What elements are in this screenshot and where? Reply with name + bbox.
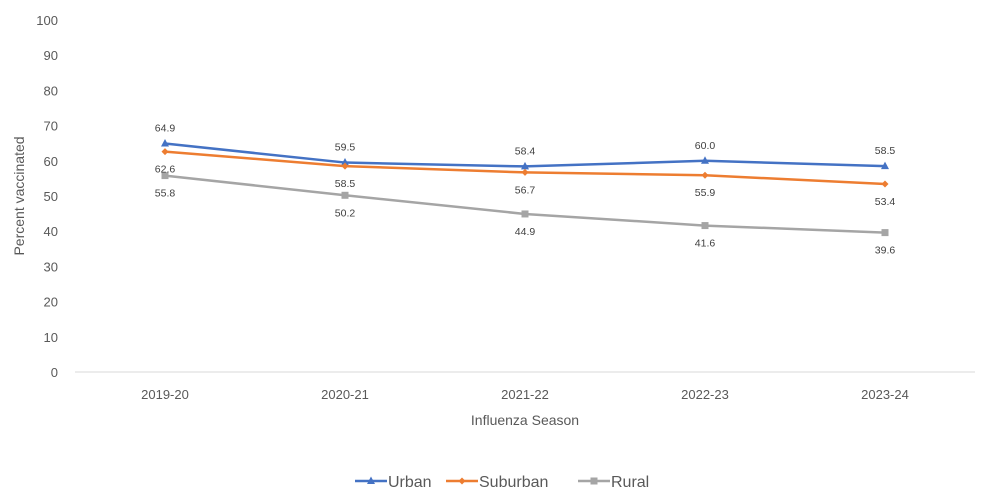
data-point-rural xyxy=(521,210,529,218)
data-label-suburban: 56.7 xyxy=(515,184,536,196)
x-axis-ticks: 2019-20 2020-21 2021-22 2022-23 2023-24 xyxy=(141,387,909,402)
data-point-suburban xyxy=(521,168,529,176)
series-group xyxy=(161,139,889,237)
data-point-urban xyxy=(161,139,169,147)
x-tick-label: 2022-23 xyxy=(681,387,729,402)
data-label-suburban: 55.9 xyxy=(695,187,716,199)
data-point-suburban xyxy=(881,180,889,188)
data-point-rural xyxy=(161,172,169,180)
y-tick-label: 100 xyxy=(36,13,58,28)
y-tick-label: 60 xyxy=(44,154,58,169)
data-label-rural: 41.6 xyxy=(695,238,716,250)
data-label-rural: 50.2 xyxy=(335,207,356,219)
y-tick-label: 70 xyxy=(44,119,58,134)
x-tick-label: 2021-22 xyxy=(501,387,549,402)
y-tick-label: 20 xyxy=(44,295,58,310)
data-point-rural xyxy=(701,222,709,230)
data-labels: 64.9 59.5 58.4 60.0 58.5 62.6 58.5 56.7 55.9 53.4… xyxy=(155,123,896,257)
x-tick-label: 2020-21 xyxy=(321,387,369,402)
y-tick-label: 0 xyxy=(51,365,58,380)
data-label-rural: 39.6 xyxy=(875,245,896,257)
y-tick-label: 30 xyxy=(44,259,58,274)
data-point-urban xyxy=(701,156,709,164)
data-point-rural xyxy=(881,229,889,237)
legend-marker-rural xyxy=(590,477,598,485)
data-label-rural: 55.8 xyxy=(155,188,176,200)
data-label-suburban: 53.4 xyxy=(875,196,896,208)
data-label-suburban: 62.6 xyxy=(155,164,176,176)
y-axis-ticks: 0 10 20 30 40 50 60 70 80 90 100 xyxy=(36,13,58,380)
data-label-urban: 59.5 xyxy=(335,142,356,154)
y-tick-label: 40 xyxy=(44,224,58,239)
data-point-urban xyxy=(341,158,349,166)
legend-label-rural: Rural xyxy=(611,474,649,491)
y-tick-label: 10 xyxy=(44,330,58,345)
data-point-suburban xyxy=(701,171,709,179)
legend-item-suburban: Suburban xyxy=(446,474,548,491)
x-tick-label: 2019-20 xyxy=(141,387,189,402)
data-point-urban xyxy=(881,161,889,170)
y-tick-label: 80 xyxy=(44,83,58,98)
legend-item-urban: Urban xyxy=(355,474,432,491)
data-label-urban: 58.4 xyxy=(515,145,536,157)
data-label-urban: 60.0 xyxy=(695,140,716,152)
legend-marker-urban xyxy=(367,476,375,484)
legend-marker-suburban xyxy=(458,477,466,485)
x-axis-title: Influenza Season xyxy=(471,412,579,428)
legend: Urban Suburban Rural xyxy=(355,474,649,491)
data-point-suburban xyxy=(341,162,349,170)
legend-label-suburban: Suburban xyxy=(479,474,548,491)
legend-item-rural: Rural xyxy=(578,474,649,491)
data-label-rural: 44.9 xyxy=(515,226,536,238)
y-axis-title: Percent vaccinated xyxy=(11,136,27,255)
data-label-urban: 64.9 xyxy=(155,123,176,135)
y-tick-label: 90 xyxy=(44,48,58,63)
legend-label-urban: Urban xyxy=(388,474,432,491)
data-label-suburban: 58.5 xyxy=(335,178,356,190)
data-label-urban: 58.5 xyxy=(875,145,896,157)
x-tick-label: 2023-24 xyxy=(861,387,909,402)
data-point-rural xyxy=(341,191,349,199)
y-tick-label: 50 xyxy=(44,189,58,204)
data-point-urban xyxy=(521,161,529,170)
data-point-suburban xyxy=(161,148,169,156)
